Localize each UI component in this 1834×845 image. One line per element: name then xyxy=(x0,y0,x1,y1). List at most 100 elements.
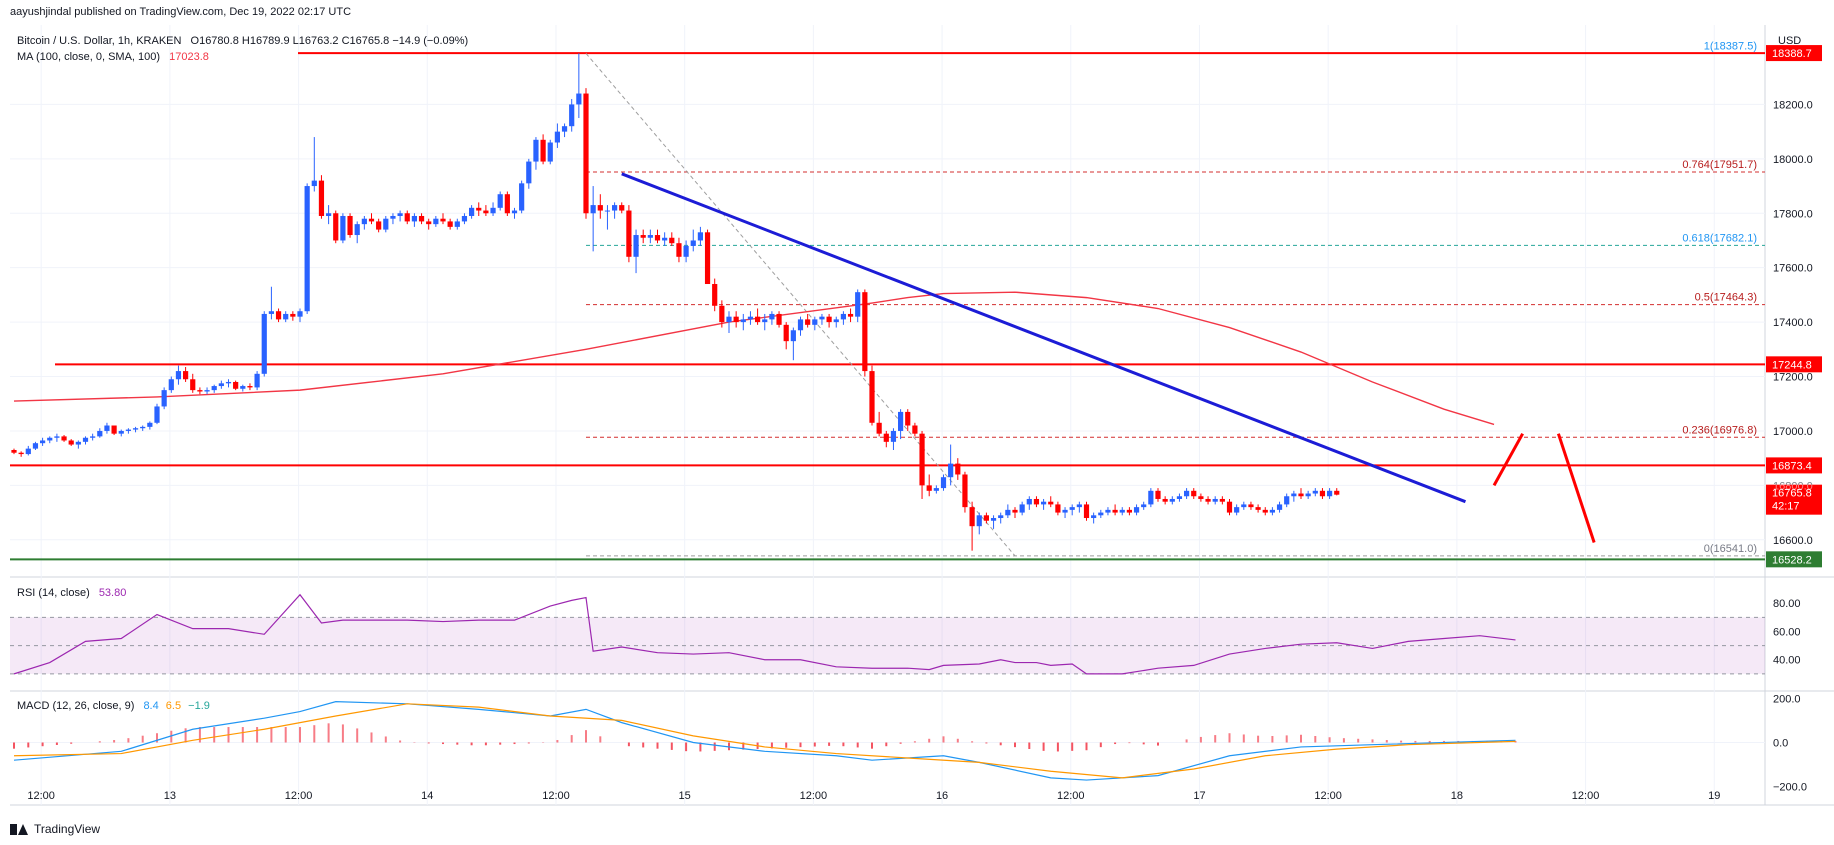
tradingview-logo-icon xyxy=(10,823,28,835)
candle-body xyxy=(254,373,260,388)
candle-body xyxy=(683,245,689,257)
macd-tick-label: −200.0 xyxy=(1773,782,1807,794)
candle-body xyxy=(104,425,110,431)
candle-body xyxy=(397,213,403,216)
candle-body xyxy=(819,316,825,320)
candle-body xyxy=(1255,507,1261,510)
candle-body xyxy=(769,313,775,320)
macd-tick-label: 0.0 xyxy=(1773,738,1788,750)
candle-body xyxy=(869,371,875,423)
bearish-trendline xyxy=(621,172,1466,504)
candle-body xyxy=(583,93,589,214)
price-tick-label: 17200.0 xyxy=(1773,372,1813,384)
candle-body xyxy=(204,390,210,392)
candle-body xyxy=(1226,501,1233,513)
fib-level-label: 0.618(17682.1) xyxy=(1682,232,1757,244)
last-price-label: 16765.8 xyxy=(1772,488,1812,500)
candle-body xyxy=(876,422,882,434)
candle-body xyxy=(333,213,339,241)
candle-body xyxy=(1105,509,1111,513)
projection-down-path xyxy=(1556,433,1596,543)
candle-body xyxy=(1212,498,1218,502)
candle-body xyxy=(75,441,81,445)
candle-body xyxy=(340,215,346,241)
candle-body xyxy=(612,205,618,211)
candle-body xyxy=(905,411,911,426)
rsi-label: RSI (14, close) xyxy=(17,587,90,599)
candle-body xyxy=(1041,501,1047,505)
candle-body xyxy=(1091,515,1097,519)
time-tick-label: 15 xyxy=(679,790,691,802)
candle-body xyxy=(533,139,539,162)
candle-body xyxy=(25,448,31,455)
candle-body xyxy=(1112,509,1118,513)
candle-body xyxy=(519,183,525,211)
candle-body xyxy=(1184,490,1190,497)
candle-body xyxy=(1141,504,1147,508)
candle-body xyxy=(1298,493,1304,497)
price-tick-label: 17600.0 xyxy=(1773,263,1813,275)
candle-body xyxy=(604,210,611,212)
candle-body xyxy=(1055,504,1061,513)
brand-label: TradingView xyxy=(34,822,101,836)
candle-body xyxy=(426,221,432,225)
candle-body xyxy=(68,440,74,445)
candle-body xyxy=(211,386,217,391)
candle-body xyxy=(383,218,389,230)
candle-body xyxy=(790,330,796,342)
candle-body xyxy=(890,430,897,442)
candle-body xyxy=(847,313,854,317)
candle-body xyxy=(1076,504,1082,508)
price-tag-16528-bg xyxy=(1766,551,1822,568)
candle-body xyxy=(190,379,196,391)
publisher-text: aayushjindal published on TradingView.co… xyxy=(10,6,352,18)
candle-body xyxy=(183,371,189,380)
candle-body xyxy=(433,218,439,225)
candle-body xyxy=(376,221,382,230)
candle-body xyxy=(1148,490,1154,505)
candle-body xyxy=(733,316,739,323)
tradingview-brand[interactable]: TradingView xyxy=(10,822,100,836)
candle-body xyxy=(275,311,282,320)
candle-body xyxy=(633,235,639,257)
candle-body xyxy=(855,292,861,317)
fib-level-label: 0.5(17464.3) xyxy=(1695,292,1757,304)
last-price-tag-bg xyxy=(1766,484,1822,515)
candle-body xyxy=(118,430,124,434)
candle-body xyxy=(483,210,489,214)
candle-body xyxy=(11,449,17,453)
signal-value: 6.5 xyxy=(165,700,182,712)
time-tick-label: 18 xyxy=(1451,790,1463,802)
price-tick-label: 17800.0 xyxy=(1773,208,1813,220)
candle-body xyxy=(82,437,89,442)
candle-body xyxy=(368,218,375,222)
candle-body xyxy=(1155,490,1161,499)
candle-body xyxy=(154,406,160,423)
macd-line xyxy=(13,701,1516,781)
candle-body xyxy=(762,319,768,323)
candle-body xyxy=(161,390,167,407)
rsi-tick-label: 40.00 xyxy=(1773,655,1801,667)
candle-body xyxy=(140,426,146,429)
price-tick-label: 16800.0 xyxy=(1773,480,1813,492)
candle-body xyxy=(776,313,782,325)
candle-body xyxy=(1176,496,1183,499)
rsi-value: 53.80 xyxy=(98,587,127,599)
candle-body xyxy=(132,428,139,430)
projection-up-path xyxy=(1492,432,1524,487)
price-tag-17244-bg xyxy=(1766,356,1822,373)
candle-body xyxy=(826,316,832,323)
candle-body xyxy=(354,224,360,236)
candle-body xyxy=(561,126,568,132)
candle-body xyxy=(1012,509,1018,513)
time-tick-label: 12:00 xyxy=(800,790,828,802)
time-tick-label: 17 xyxy=(1193,790,1205,802)
candle-body xyxy=(268,311,274,314)
candle-body xyxy=(998,515,1004,519)
currency-label: USD xyxy=(1778,35,1802,47)
candle-body xyxy=(125,429,131,431)
ma-legend: MA (100, close, 0, SMA, 100) 17023.8 xyxy=(17,51,209,63)
candle-body xyxy=(404,213,410,222)
rsi-band xyxy=(10,617,1765,674)
candle-body xyxy=(883,433,889,442)
